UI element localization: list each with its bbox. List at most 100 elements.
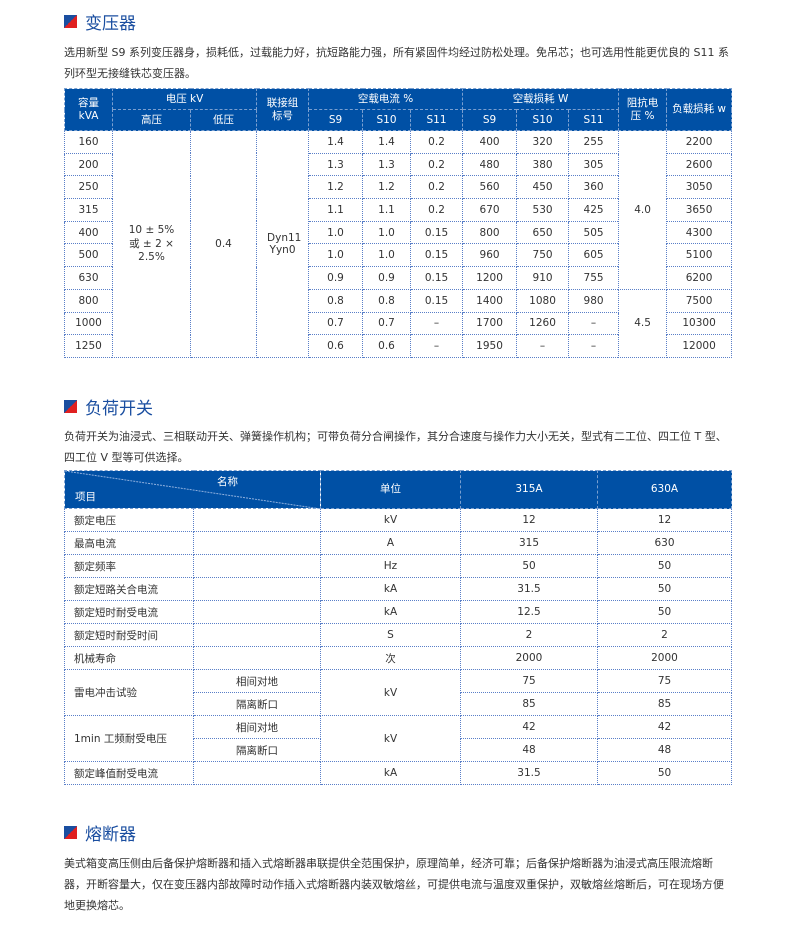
switch-description: 负荷开关为油浸式、三相联动开关、弹簧操作机构；可带负荷分合闸操作，其分合速度与操… xyxy=(64,430,727,464)
section-flag-icon xyxy=(64,400,77,413)
value-cell: 755 xyxy=(568,266,620,290)
value-630a-cell: 2000 xyxy=(597,646,732,670)
value-cell: 380 xyxy=(516,152,570,177)
value-cell: 1200 xyxy=(462,266,518,290)
value-cell: 530 xyxy=(516,198,570,222)
subitem-cell: 隔离断口 xyxy=(193,692,321,716)
value-315a-cell: 48 xyxy=(460,738,598,762)
capacity-cell: 315 xyxy=(64,198,113,222)
table-row: 额定频率 Hz 50 50 xyxy=(64,554,732,578)
value-cell: 0.15 xyxy=(410,266,464,290)
value-315a-cell: 12.5 xyxy=(460,600,598,624)
table-row: 隔离断口 48 48 xyxy=(65,738,732,762)
subitem-cell xyxy=(193,600,321,624)
table-row: 160 10 ± 5% 或 ± 2 × 2.5% 0.4 Dyn11 Yyn0 1.4 1… xyxy=(64,130,733,358)
value-630a-cell: 50 xyxy=(597,761,732,785)
value-cell: 320 xyxy=(516,130,570,154)
capacity-cell: 200 xyxy=(64,152,113,177)
value-cell: – xyxy=(410,311,464,336)
table-row: 额定短时耐受时间 S 2 2 xyxy=(64,623,732,647)
transformer-description: 选用新型 S9 系列变压器身，损耗低，过载能力好，抗短路能力强，所有紧固件均经过… xyxy=(64,46,729,80)
subitem-cell: 相间对地 xyxy=(193,669,321,693)
value-cell: 0.8 xyxy=(362,288,412,313)
value-cell: 0.2 xyxy=(410,152,464,177)
table-row: 200 1.3 1.3 0.2 480 380 305 2600 xyxy=(64,152,733,177)
unit-cell: A xyxy=(320,531,461,555)
value-cell: 1.3 xyxy=(308,152,364,177)
load-loss-cell: 3050 xyxy=(666,175,733,200)
low-voltage-cell: 0.4 xyxy=(189,130,258,358)
value-cell: 960 xyxy=(462,243,518,268)
value-cell: 0.7 xyxy=(308,311,364,336)
value-cell: 0.2 xyxy=(410,198,464,222)
value-cell: 1700 xyxy=(462,311,518,336)
value-cell: 670 xyxy=(462,198,518,222)
subitem-cell: 相间对地 xyxy=(193,715,321,739)
value-cell: 1.0 xyxy=(362,220,412,245)
value-cell: – xyxy=(568,334,620,358)
capacity-cell: 1250 xyxy=(64,334,113,358)
table-row: 额定短时耐受电流 kA 12.5 50 xyxy=(64,600,732,624)
value-cell: 650 xyxy=(516,220,570,245)
value-630a-cell: 2 xyxy=(597,623,732,647)
value-315a-cell: 75 xyxy=(460,669,598,693)
header-315a: 315A xyxy=(460,470,598,509)
capacity-cell: 160 xyxy=(64,130,113,154)
table-row: 隔离断口 85 85 xyxy=(65,692,732,716)
value-cell: 0.7 xyxy=(362,311,412,336)
value-cell: 400 xyxy=(462,130,518,154)
header-noload-current: 空载电流 % xyxy=(308,88,464,110)
table-row: 500 1.0 1.0 0.15 960 750 605 5100 xyxy=(64,243,733,268)
unit-cell: kV xyxy=(320,715,461,762)
subitem-cell xyxy=(193,761,321,785)
value-cell: 505 xyxy=(568,220,620,245)
group-cell: Dyn11 Yyn0 xyxy=(256,130,310,358)
value-315a-cell: 50 xyxy=(460,554,598,578)
value-cell: 0.8 xyxy=(308,288,364,313)
item-cell: 额定短路关合电流 xyxy=(64,577,194,601)
unit-cell: Hz xyxy=(320,554,461,578)
item-cell: 1min 工频耐受电压 xyxy=(64,715,194,762)
item-cell: 雷电冲击试验 xyxy=(64,669,194,716)
value-cell: 0.6 xyxy=(362,334,412,358)
header-load-loss: 负载损耗 w xyxy=(666,88,733,131)
value-cell: 0.15 xyxy=(410,220,464,245)
value-cell: 1950 xyxy=(462,334,518,358)
section-title-switch: 负荷开关 xyxy=(64,394,153,419)
load-loss-cell: 12000 xyxy=(666,334,733,358)
unit-cell: kV xyxy=(320,669,461,716)
value-315a-cell: 315 xyxy=(460,531,598,555)
diagonal-line-icon xyxy=(65,471,321,509)
header-unit: 单位 xyxy=(320,470,461,509)
value-315a-cell: 2000 xyxy=(460,646,598,670)
capacity-cell: 500 xyxy=(64,243,113,268)
value-630a-cell: 85 xyxy=(597,692,732,716)
header-voltage: 电压 kV xyxy=(111,88,258,110)
header-name: 名称 xyxy=(217,476,238,488)
header-s10-loss: S10 xyxy=(516,109,570,131)
load-loss-cell: 5100 xyxy=(666,243,733,268)
load-loss-cell: 7500 xyxy=(666,288,733,313)
value-cell: – xyxy=(410,334,464,358)
unit-cell: 次 xyxy=(320,646,461,670)
value-cell: 1.4 xyxy=(308,130,364,154)
header-s10-current: S10 xyxy=(362,109,412,131)
value-cell: 560 xyxy=(462,175,518,200)
value-cell: 910 xyxy=(516,266,570,290)
table-row: 250 1.2 1.2 0.2 560 450 360 3050 xyxy=(64,175,733,200)
value-cell: 1.4 xyxy=(362,130,412,154)
value-630a-cell: 630 xyxy=(597,531,732,555)
load-loss-cell: 3650 xyxy=(666,198,733,222)
item-cell: 额定峰值耐受电流 xyxy=(64,761,194,785)
subitem-cell xyxy=(193,623,321,647)
value-cell: 1.1 xyxy=(362,198,412,222)
value-cell: 1400 xyxy=(462,288,518,313)
subitem-cell xyxy=(193,577,321,601)
value-315a-cell: 31.5 xyxy=(460,761,598,785)
header-noload-loss: 空载损耗 W xyxy=(462,88,620,110)
value-cell: – xyxy=(568,311,620,336)
value-315a-cell: 2 xyxy=(460,623,598,647)
header-630a: 630A xyxy=(597,470,732,509)
table-row: 额定电压 kV 12 12 xyxy=(64,508,732,532)
value-cell: 305 xyxy=(568,152,620,177)
